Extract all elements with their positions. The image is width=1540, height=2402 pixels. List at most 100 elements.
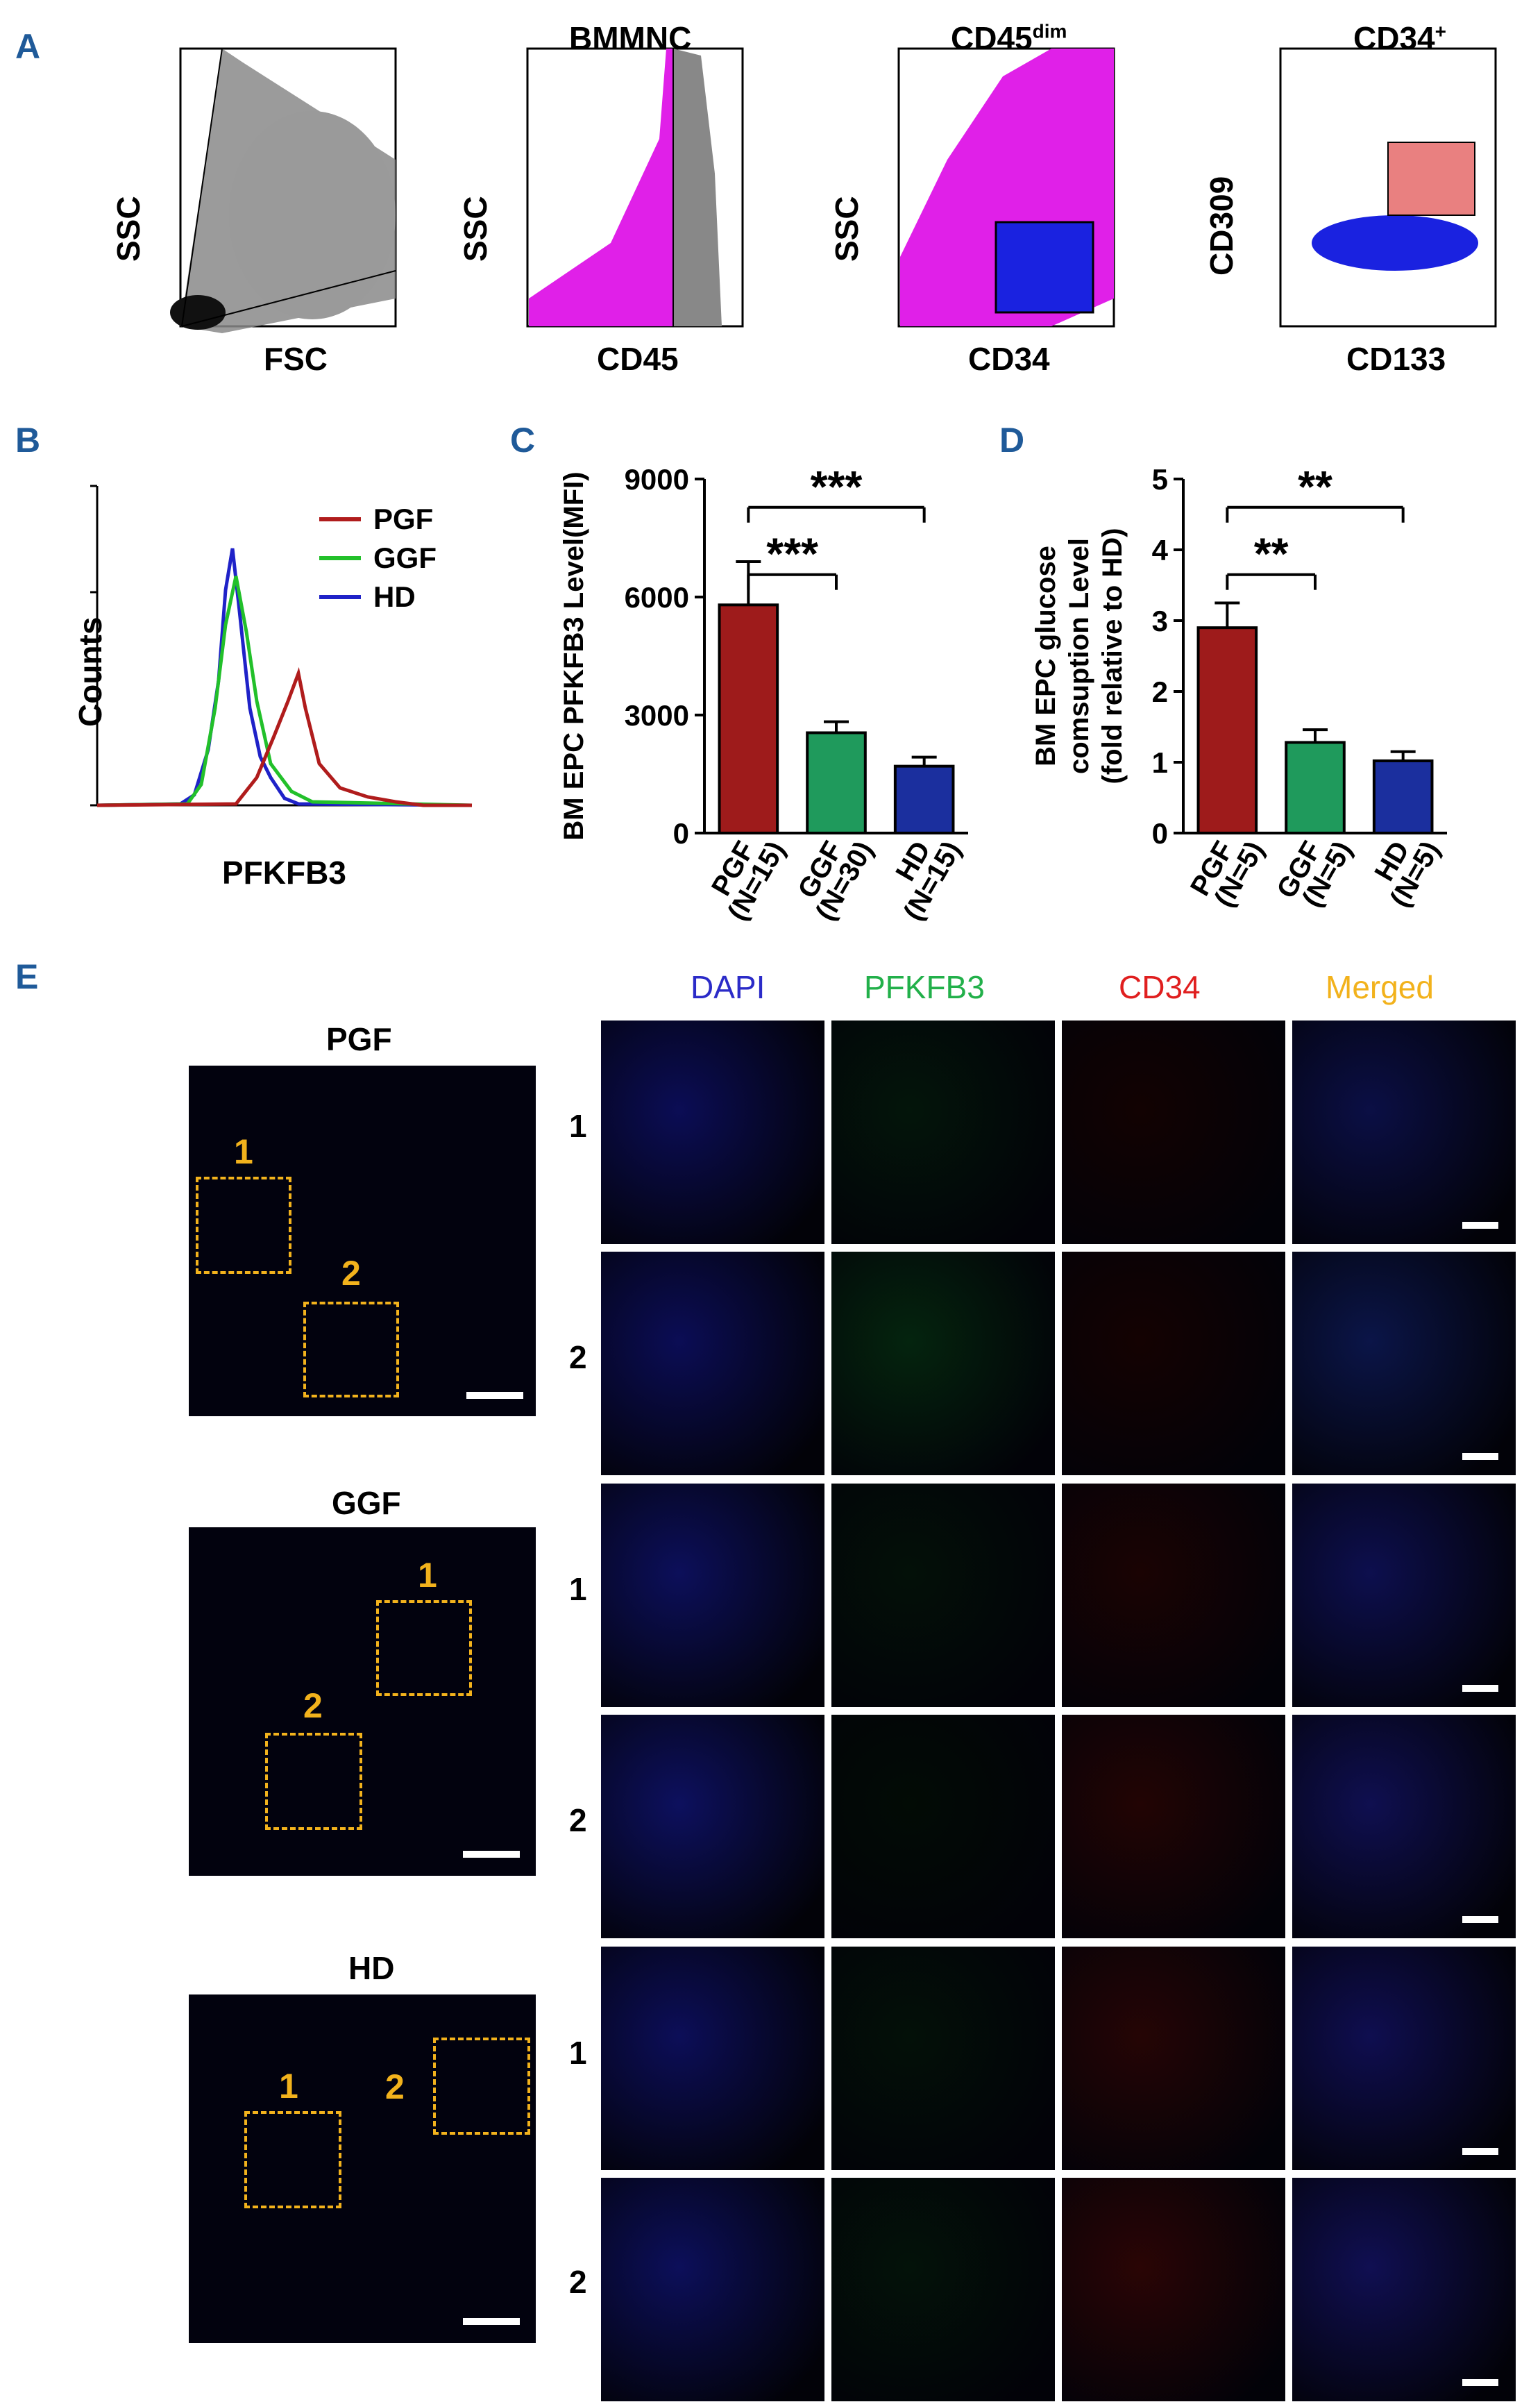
micrograph-ggf-2-cd34 <box>1062 1715 1285 1938</box>
micrograph-hd-2-merged <box>1292 2178 1516 2401</box>
scale-bar <box>1462 1222 1498 1229</box>
significance-label: ** <box>1254 529 1289 579</box>
legend-item-ggf: GGF <box>319 539 437 578</box>
legend-swatch <box>319 556 361 560</box>
bar <box>1372 759 1434 834</box>
micrograph-ggf-2-merged <box>1292 1715 1516 1938</box>
bar <box>1285 741 1346 834</box>
group-title-ggf: GGF <box>332 1485 401 1521</box>
row-label: 2 <box>569 1339 587 1375</box>
scale-bar <box>1462 1453 1498 1460</box>
micrograph-pgf-2-cd34 <box>1062 1252 1285 1475</box>
bar <box>718 603 779 834</box>
histogram-xlabel: PFKFB3 <box>222 855 346 891</box>
flow1-ylabel: SSC <box>110 196 146 262</box>
group-title-hd: HD <box>348 1950 395 1986</box>
flow-plot-cd45-ssc <box>526 47 744 328</box>
significance-label: *** <box>811 462 863 512</box>
bar <box>1196 626 1258 834</box>
y-tick-label: 6000 <box>625 581 689 614</box>
y-axis-label: (fold relative to HD) <box>1097 528 1128 784</box>
pfkfb3-histogram <box>90 485 473 807</box>
legend-label: GGF <box>373 541 437 574</box>
scale-bar <box>463 2318 520 2325</box>
flow-plot-cd133-cd309 <box>1279 47 1497 328</box>
micrograph-pgf-2-dapi <box>601 1252 824 1475</box>
region-label-1: 1 <box>279 2067 298 2106</box>
flow4-title: CD34+ <box>1353 20 1446 56</box>
legend-item-hd: HD <box>319 578 437 616</box>
panel-label-a: A <box>15 27 41 66</box>
micrograph-hd-2-pfkfb3 <box>831 2178 1055 2401</box>
y-tick-label: 2 <box>1152 675 1168 708</box>
scale-bar <box>1462 2379 1498 2386</box>
micrograph-pgf-2-pfkfb3 <box>831 1252 1055 1475</box>
micrograph-hd-1-dapi <box>601 1947 824 2170</box>
y-tick-label: 1 <box>1152 746 1168 779</box>
legend-item-pgf: PGF <box>319 500 437 539</box>
flow-plot-fsc-ssc <box>170 47 397 333</box>
row-label: 1 <box>569 2035 587 2071</box>
legend-label: PGF <box>373 503 434 535</box>
region-label-2: 2 <box>385 2067 405 2106</box>
y-axis-label: BM EPC PFKFB3 Level(MFI) <box>559 471 589 840</box>
flow4-ylabel: CD309 <box>1203 176 1239 276</box>
significance-label: *** <box>766 529 818 579</box>
histogram-legend: PGF GGF HD <box>319 500 437 616</box>
micrograph-hd-1-merged <box>1292 1947 1516 2170</box>
y-tick-label: 9000 <box>625 463 689 496</box>
panel-label-b: B <box>15 421 41 460</box>
y-tick-label: 4 <box>1152 534 1169 566</box>
micrograph-hd-2-cd34 <box>1062 2178 1285 2401</box>
scale-bar <box>466 1392 523 1399</box>
scale-bar <box>1462 1685 1498 1692</box>
scale-bar <box>1462 1916 1498 1923</box>
y-tick-label: 3000 <box>625 699 689 732</box>
region-box-2 <box>303 1302 399 1397</box>
panel-label-d: D <box>999 421 1025 460</box>
micrograph-pgf-1-dapi <box>601 1021 824 1244</box>
region-label-1: 1 <box>418 1556 437 1595</box>
histogram-ylabel: Counts <box>72 616 108 727</box>
column-header-dapi: DAPI <box>691 969 765 1005</box>
bar-chart-glucose: 0 1 2 3 4 5 BM EPC glucose comsuption Level (fol… <box>1031 462 1447 912</box>
legend-label: HD <box>373 580 416 613</box>
region-box-1 <box>196 1177 291 1274</box>
y-tick-label: 0 <box>1152 817 1168 850</box>
bar <box>806 731 867 834</box>
scale-bar <box>463 1851 520 1858</box>
row-label: 2 <box>569 2264 587 2300</box>
region-box-1 <box>376 1600 472 1696</box>
micrograph-pgf-2-merged <box>1292 1252 1516 1475</box>
flow4-xlabel: CD133 <box>1346 341 1446 377</box>
y-tick-label: 0 <box>673 817 689 850</box>
group-title-pgf: PGF <box>326 1021 392 1057</box>
micrograph-hd-1-pfkfb3 <box>831 1947 1055 2170</box>
y-tick-label: 5 <box>1152 463 1168 496</box>
bar <box>893 764 955 834</box>
region-box-1 <box>244 2111 341 2208</box>
micrograph-ggf-1-dapi <box>601 1484 824 1707</box>
y-tick-label: 3 <box>1152 605 1168 637</box>
micrograph-ggf-1-pfkfb3 <box>831 1484 1055 1707</box>
flow3-xlabel: CD34 <box>968 341 1050 377</box>
flow3-title: CD45dim <box>951 20 1067 56</box>
flow2-ylabel: SSC <box>457 196 493 262</box>
region-box-2 <box>433 2038 530 2135</box>
row-label: 1 <box>569 1108 587 1144</box>
micrograph-pgf-1-pfkfb3 <box>831 1021 1055 1244</box>
region-label-2: 2 <box>303 1686 323 1725</box>
overview-image-pgf: 1 2 <box>189 1066 536 1416</box>
micrograph-pgf-1-cd34 <box>1062 1021 1285 1244</box>
overview-image-ggf: 1 2 <box>189 1527 536 1876</box>
micrograph-ggf-2-pfkfb3 <box>831 1715 1055 1938</box>
flow-plot-cd34-ssc <box>897 47 1115 328</box>
region-label-1: 1 <box>234 1132 253 1171</box>
y-axis-label: BM EPC glucose <box>1031 546 1061 766</box>
column-header-pfkfb3: PFKFB3 <box>864 969 985 1005</box>
micrograph-ggf-1-merged <box>1292 1484 1516 1707</box>
micrograph-ggf-1-cd34 <box>1062 1484 1285 1707</box>
micrograph-ggf-2-dapi <box>601 1715 824 1938</box>
panel-label-c: C <box>510 421 536 460</box>
